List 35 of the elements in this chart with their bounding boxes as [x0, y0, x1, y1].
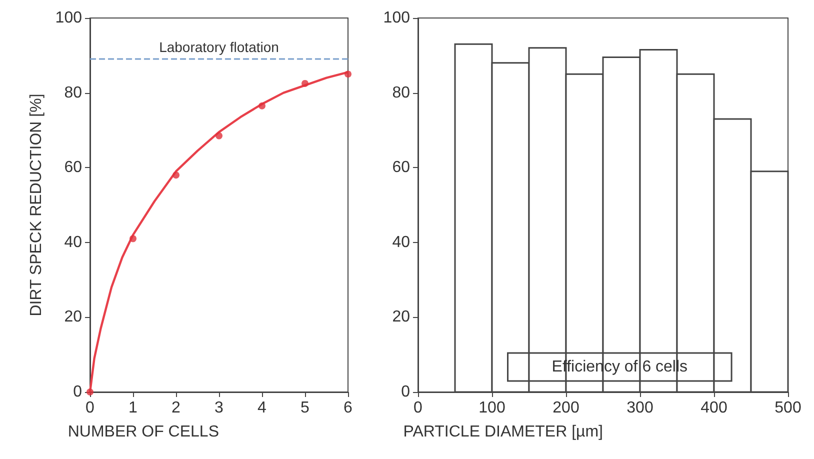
x-tick-label: 0 [86, 400, 95, 416]
x-tick-label: 1 [128, 400, 138, 416]
y-tick-label: 0 [401, 384, 410, 400]
x-tick-label: 100 [478, 400, 506, 416]
y-tick-label: 20 [392, 308, 410, 326]
y-tick-label: 100 [383, 10, 410, 26]
x-tick-label: 5 [300, 400, 310, 416]
x-tick-label: 2 [172, 400, 181, 416]
y-tick-label: 100 [55, 10, 82, 26]
x-tick-label: 0 [414, 400, 423, 416]
point [216, 132, 222, 140]
ref-line-label: Laboratory flotation [159, 39, 279, 56]
y-tick-label: 0 [73, 384, 82, 400]
x-axis-title: NUMBER OF CELLS [68, 424, 219, 440]
x-tick-label: 6 [344, 400, 353, 416]
y-tick-label: 60 [392, 159, 410, 176]
x-axis-title: PARTICLE DIAMETER [µm] [403, 424, 603, 440]
point [302, 80, 308, 87]
x-tick-label: 500 [774, 400, 802, 416]
point [258, 102, 266, 110]
x-tick-label: 300 [626, 400, 654, 416]
point [172, 172, 180, 179]
point [344, 70, 352, 78]
x-tick-label: 200 [552, 400, 580, 416]
x-tick-label: 400 [700, 400, 728, 416]
y-tick-label: 20 [64, 308, 82, 326]
x-tick-label: 4 [258, 400, 267, 416]
y-tick-label: 40 [64, 234, 82, 251]
point [130, 235, 136, 242]
y-tick-label: 60 [64, 159, 82, 176]
y-axis-title: DIRT SPECK REDUCTION [%] [28, 94, 45, 316]
y-tick-label: 80 [392, 84, 410, 102]
x-tick-label: 3 [214, 400, 224, 416]
y-tick-label: 80 [64, 84, 82, 102]
y-tick-label: 40 [392, 234, 410, 251]
